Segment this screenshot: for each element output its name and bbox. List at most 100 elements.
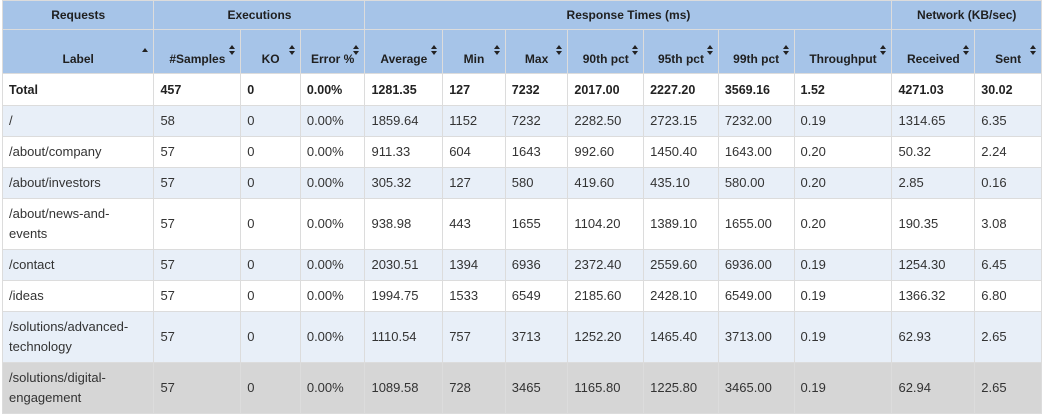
table-cell: 190.35 bbox=[891, 198, 976, 250]
table-cell: 604 bbox=[442, 136, 506, 168]
table-cell: 50.32 bbox=[891, 136, 976, 168]
sort-unsorted-icon bbox=[229, 45, 236, 56]
column-header-90th-pct[interactable]: 90th pct bbox=[567, 29, 645, 74]
table-cell: 938.98 bbox=[364, 198, 444, 250]
table-cell: 0.20 bbox=[793, 198, 893, 250]
table-cell: 580.00 bbox=[717, 167, 795, 199]
table-cell: 1152 bbox=[442, 105, 506, 137]
table-cell: 6549 bbox=[504, 280, 569, 312]
column-header-error-pct[interactable]: Error % bbox=[299, 29, 366, 74]
column-header-text: Throughput bbox=[809, 52, 877, 66]
table-cell: 0.00% bbox=[299, 280, 366, 312]
row-label-cell: /about/company bbox=[1, 136, 155, 168]
table-row[interactable]: /contact 57 0 0.00% 2030.51 1394 6936 2372.40 25… bbox=[1, 249, 1042, 281]
table-cell: 757 bbox=[442, 311, 506, 363]
table-cell: 2.85 bbox=[891, 167, 976, 199]
column-header-ko[interactable]: KO bbox=[240, 29, 301, 74]
column-header-95th-pct[interactable]: 95th pct bbox=[643, 29, 719, 74]
table-cell: 7232.00 bbox=[717, 105, 795, 137]
table-cell: 1643.00 bbox=[717, 136, 795, 168]
table-cell: 2372.40 bbox=[567, 249, 645, 281]
table-cell: 1450.40 bbox=[643, 136, 719, 168]
column-header-text: #Samples bbox=[169, 52, 226, 66]
total-cell: 30.02 bbox=[974, 73, 1042, 106]
column-header-99th-pct[interactable]: 99th pct bbox=[717, 29, 795, 74]
table-row[interactable]: /about/company 57 0 0.00% 911.33 604 1643 992.6… bbox=[1, 136, 1042, 168]
table-cell: 3713.00 bbox=[717, 311, 795, 363]
table-cell: 0.19 bbox=[793, 362, 893, 414]
table-cell: 0.00% bbox=[299, 362, 366, 414]
table-cell: 2282.50 bbox=[567, 105, 645, 137]
sort-unsorted-icon bbox=[782, 45, 790, 56]
table-cell: 0 bbox=[240, 362, 301, 414]
table-cell: 0.20 bbox=[793, 136, 893, 168]
table-cell: 0.00% bbox=[299, 311, 366, 363]
table-cell: 1655.00 bbox=[717, 198, 795, 250]
table-cell: 728 bbox=[442, 362, 506, 414]
column-header-label[interactable]: Label bbox=[1, 29, 155, 74]
table-cell: 3713 bbox=[504, 311, 569, 363]
sort-unsorted-icon bbox=[632, 45, 639, 56]
total-cell: Total bbox=[1, 73, 155, 106]
table-row[interactable]: /solutions/digital-engagement 57 0 0.00% 108… bbox=[1, 362, 1042, 414]
total-cell: 457 bbox=[153, 73, 242, 106]
table-cell: 6549.00 bbox=[717, 280, 795, 312]
total-cell: 7232 bbox=[504, 73, 569, 106]
table-cell: 1104.20 bbox=[567, 198, 645, 250]
table-cell: 0 bbox=[240, 280, 301, 312]
table-cell: 57 bbox=[153, 249, 242, 281]
row-label-cell: /ideas bbox=[1, 280, 155, 312]
table-cell: 435.10 bbox=[643, 167, 719, 199]
table-row[interactable]: /about/news-and-events 57 0 0.00% 938.98 443 1… bbox=[1, 198, 1042, 250]
table-row[interactable]: /about/investors 57 0 0.00% 305.32 127 580 419.… bbox=[1, 167, 1042, 199]
column-header-average[interactable]: Average bbox=[364, 29, 444, 74]
table-row[interactable]: /solutions/advanced-technology 57 0 0.00% 11… bbox=[1, 311, 1042, 363]
table-cell: 0.16 bbox=[974, 167, 1042, 199]
column-header-throughput[interactable]: Throughput bbox=[793, 29, 893, 74]
column-header-samples[interactable]: #Samples bbox=[153, 29, 242, 74]
table-cell: 127 bbox=[442, 167, 506, 199]
table-cell: 0.19 bbox=[793, 311, 893, 363]
table-cell: 1089.58 bbox=[364, 362, 444, 414]
table-cell: 6936.00 bbox=[717, 249, 795, 281]
table-cell: 3.08 bbox=[974, 198, 1042, 250]
table-cell: 0.00% bbox=[299, 198, 366, 250]
table-cell: 7232 bbox=[504, 105, 569, 137]
total-cell: 0 bbox=[240, 73, 301, 106]
sort-unsorted-icon bbox=[556, 45, 563, 56]
table-cell: 1655 bbox=[504, 198, 569, 250]
table-cell: 2030.51 bbox=[364, 249, 444, 281]
table-cell: 0.19 bbox=[793, 280, 893, 312]
column-header-text: 90th pct bbox=[582, 52, 629, 66]
table-cell: 2.24 bbox=[974, 136, 1042, 168]
table-cell: 0 bbox=[240, 167, 301, 199]
table-cell: 62.93 bbox=[891, 311, 976, 363]
table-cell: 2.65 bbox=[974, 362, 1042, 414]
table-cell: 0 bbox=[240, 105, 301, 137]
column-header-text: Min bbox=[463, 52, 485, 66]
table-cell: 1533 bbox=[442, 280, 506, 312]
table-cell: 57 bbox=[153, 167, 242, 199]
table-cell: 57 bbox=[153, 198, 242, 250]
column-header-max[interactable]: Max bbox=[504, 29, 569, 74]
column-header-text: 99th pct bbox=[733, 52, 780, 66]
table-cell: 6.80 bbox=[974, 280, 1042, 312]
table-cell: 1165.80 bbox=[567, 362, 645, 414]
table-cell: 1994.75 bbox=[364, 280, 444, 312]
table-row[interactable]: /58 0 0.00% 1859.64 1152 7232 2282.50 2723.15 72… bbox=[1, 105, 1042, 137]
table-cell: 1389.10 bbox=[643, 198, 719, 250]
group-requests: Requests bbox=[1, 0, 155, 30]
column-header-text: Label bbox=[62, 52, 94, 66]
column-header-min[interactable]: Min bbox=[442, 29, 506, 74]
sort-unsorted-icon bbox=[706, 45, 714, 56]
column-header-received[interactable]: Received bbox=[891, 29, 976, 74]
row-label-cell: /solutions/advanced-technology bbox=[1, 311, 155, 363]
table-cell: 1254.30 bbox=[891, 249, 976, 281]
table-cell: 0.20 bbox=[793, 167, 893, 199]
column-header-sent[interactable]: Sent bbox=[974, 29, 1042, 74]
table-row[interactable]: /ideas 57 0 0.00% 1994.75 1533 6549 2185.60 2428… bbox=[1, 280, 1042, 312]
total-cell: 2227.20 bbox=[643, 73, 719, 106]
table-cell: 62.94 bbox=[891, 362, 976, 414]
table-cell: 0 bbox=[240, 136, 301, 168]
row-label-cell: /solutions/digital-engagement bbox=[1, 362, 155, 414]
